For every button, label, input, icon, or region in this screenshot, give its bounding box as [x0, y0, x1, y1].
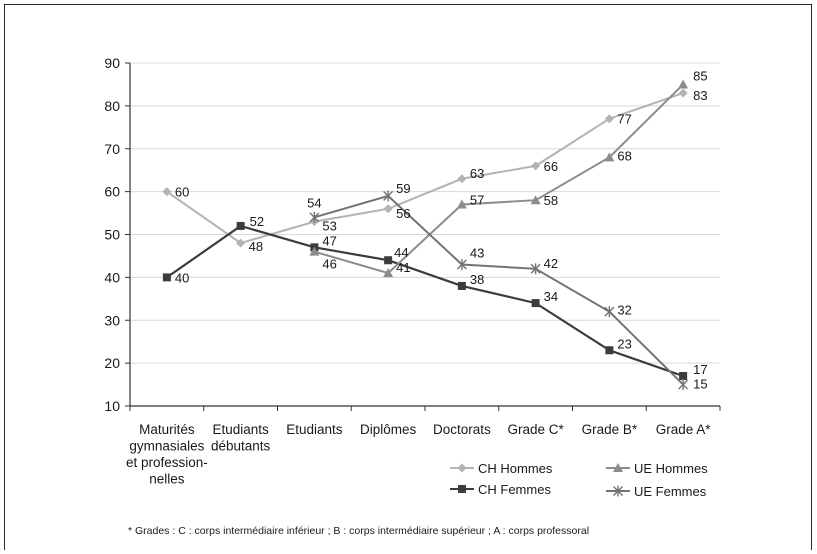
data-point [384, 256, 393, 265]
footnote: * Grades : C : corps intermédiaire infér… [128, 525, 590, 537]
data-label: 48 [249, 239, 263, 254]
data-label: 54 [307, 195, 321, 210]
data-label: 53 [322, 219, 336, 234]
data-point [679, 371, 688, 380]
legend: CH Hommes CH Femmes UE Hommes UE Femmes [450, 461, 708, 499]
legend-swatch-marker [457, 463, 467, 473]
data-label: 15 [693, 377, 707, 392]
y-tick-label: 80 [104, 98, 120, 114]
data-point [678, 379, 689, 391]
data-point [456, 259, 467, 271]
data-label: 46 [322, 257, 336, 272]
series-line [314, 83, 684, 275]
data-point [162, 273, 171, 282]
data-point [236, 238, 246, 248]
x-tick-label: Grade C* [507, 422, 564, 437]
data-point [531, 161, 541, 171]
legend-swatch-marker [458, 485, 466, 493]
data-label: 63 [470, 166, 484, 181]
data-label: 40 [175, 270, 189, 285]
data-point [383, 268, 394, 278]
legend-swatch-marker [613, 463, 623, 472]
y-tick-label: 30 [104, 312, 120, 328]
y-tick-label: 60 [104, 184, 120, 200]
data-label: 68 [617, 148, 631, 163]
legend-label: CH Hommes [478, 461, 553, 476]
data-label: 42 [544, 256, 558, 271]
y-tick-label: 50 [104, 227, 120, 243]
series-line [314, 194, 684, 386]
data-point [456, 199, 467, 209]
series-line [166, 224, 684, 378]
legend-label: UE Hommes [634, 461, 708, 476]
data-point [457, 281, 466, 290]
legend-label: UE Femmes [634, 484, 707, 499]
series-ue-hommes [309, 79, 689, 278]
grid [130, 62, 720, 364]
data-point [383, 204, 393, 214]
data-label: 85 [693, 68, 707, 83]
data-label: 83 [693, 88, 707, 103]
x-tick-label: Etudiants [286, 422, 343, 437]
data-label: 43 [470, 246, 484, 261]
legend-swatch-marker [613, 485, 623, 497]
series-ue-femmes [309, 190, 689, 391]
data-label: 34 [544, 289, 558, 304]
y-tick-label: 20 [104, 355, 120, 371]
y-tick-label: 70 [104, 141, 120, 157]
y-tick-label: 90 [104, 55, 120, 71]
x-tick-label: Etudiants débutants [211, 422, 271, 454]
data-label: 23 [617, 336, 631, 351]
data-label: 58 [544, 193, 558, 208]
data-label: 52 [250, 214, 264, 229]
data-point [531, 299, 540, 308]
data-point [604, 114, 614, 124]
x-tick-label: Maturités gymnasiales et profession-nelles [126, 422, 208, 487]
data-point [236, 221, 245, 230]
data-point [604, 306, 615, 318]
data-point [604, 152, 615, 162]
x-tick-label: Grade A* [656, 422, 712, 437]
legend-item-ch-hommes: CH Hommes [450, 461, 553, 476]
x-tick-labels: Maturités gymnasiales et profession-nelles… [126, 422, 711, 487]
data-point [605, 346, 614, 355]
data-point [457, 174, 467, 184]
data-label: 66 [544, 159, 558, 174]
y-tick-label: 40 [104, 269, 120, 285]
data-label: 47 [322, 233, 336, 248]
data-point [309, 246, 320, 256]
data-label: 77 [617, 112, 631, 127]
legend-item-ue-hommes: UE Hommes [606, 461, 708, 476]
x-tick-label: Doctorats [433, 422, 491, 437]
legend-item-ue-femmes: UE Femmes [606, 484, 707, 499]
data-label: 57 [470, 192, 484, 207]
data-point [162, 187, 172, 197]
data-label: 60 [175, 185, 189, 200]
data-label: 41 [396, 260, 410, 275]
data-point [383, 190, 394, 202]
data-label: 44 [394, 245, 408, 260]
y-tick-labels: 10 20 30 40 50 60 70 80 90 [104, 55, 120, 414]
axes [125, 62, 721, 411]
data-label: 59 [396, 181, 410, 196]
line-chart: 10 20 30 40 50 60 70 80 90 Maturités gymnasiales e… [104, 55, 721, 499]
data-point [678, 88, 688, 98]
legend-item-ch-femmes: CH Femmes [450, 482, 551, 497]
data-point [678, 79, 689, 89]
data-point [309, 211, 320, 223]
data-label: 56 [396, 206, 410, 221]
data-point [530, 263, 541, 275]
data-label: 38 [470, 272, 484, 287]
series-group [162, 79, 689, 391]
data-label: 17 [693, 362, 707, 377]
legend-label: CH Femmes [478, 482, 551, 497]
data-label: 32 [617, 303, 631, 318]
chart-frame [4, 4, 812, 550]
y-tick-label: 10 [104, 398, 120, 414]
data-labels: 60 48 53 56 63 66 77 83 40 52 47 44 38 34 23 17 46 41 57 58… [175, 68, 708, 391]
data-point [530, 195, 541, 205]
x-tick-label: Diplômes [360, 422, 417, 437]
x-tick-label: Grade B* [582, 422, 638, 437]
series-line [166, 92, 684, 245]
